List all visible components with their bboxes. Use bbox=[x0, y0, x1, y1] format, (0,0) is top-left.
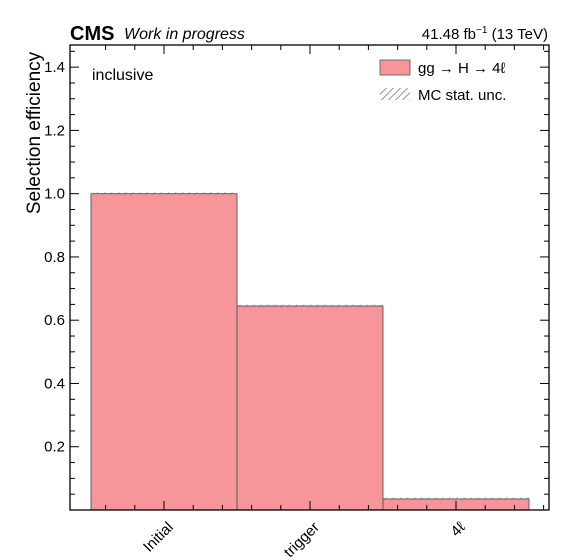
y-tick-label: 0.2 bbox=[44, 439, 65, 456]
legend: gg → H → 4ℓ MC stat. unc. bbox=[380, 60, 506, 104]
bar-unc-3 bbox=[383, 498, 529, 500]
x-tick-label: 4ℓ bbox=[447, 519, 468, 540]
y-tick-label: 0.8 bbox=[44, 249, 65, 266]
cms-label: CMS bbox=[70, 23, 114, 45]
legend-swatch-signal bbox=[380, 60, 410, 75]
y-tick-label: 1.0 bbox=[44, 186, 65, 203]
x-tick-labels: Initial trigger 4ℓ bbox=[140, 519, 469, 560]
legend-label-unc: MC stat. unc. bbox=[418, 87, 506, 104]
status-label: Work in progress bbox=[124, 26, 245, 43]
bar-unc-1 bbox=[91, 192, 237, 194]
y-axis-label: Selection efficiency bbox=[24, 51, 45, 214]
lumi-label: 41.48 fb−1 (13 TeV) bbox=[422, 25, 548, 43]
bar-1 bbox=[91, 194, 237, 510]
x-tick-label: trigger bbox=[281, 519, 323, 560]
y-tick-label: 1.4 bbox=[44, 59, 65, 76]
y-tick-label: 1.2 bbox=[44, 122, 65, 139]
y-tick-label: 0.4 bbox=[44, 375, 65, 392]
bar-2 bbox=[237, 306, 383, 510]
legend-label-signal: gg → H → 4ℓ bbox=[418, 60, 506, 77]
bar-unc-2 bbox=[237, 305, 383, 307]
category-annotation: inclusive bbox=[92, 67, 153, 84]
y-tick-label: 0.6 bbox=[44, 312, 65, 329]
legend-swatch-unc bbox=[380, 88, 410, 100]
x-tick-label: Initial bbox=[140, 519, 177, 556]
bars-layer bbox=[91, 192, 529, 510]
